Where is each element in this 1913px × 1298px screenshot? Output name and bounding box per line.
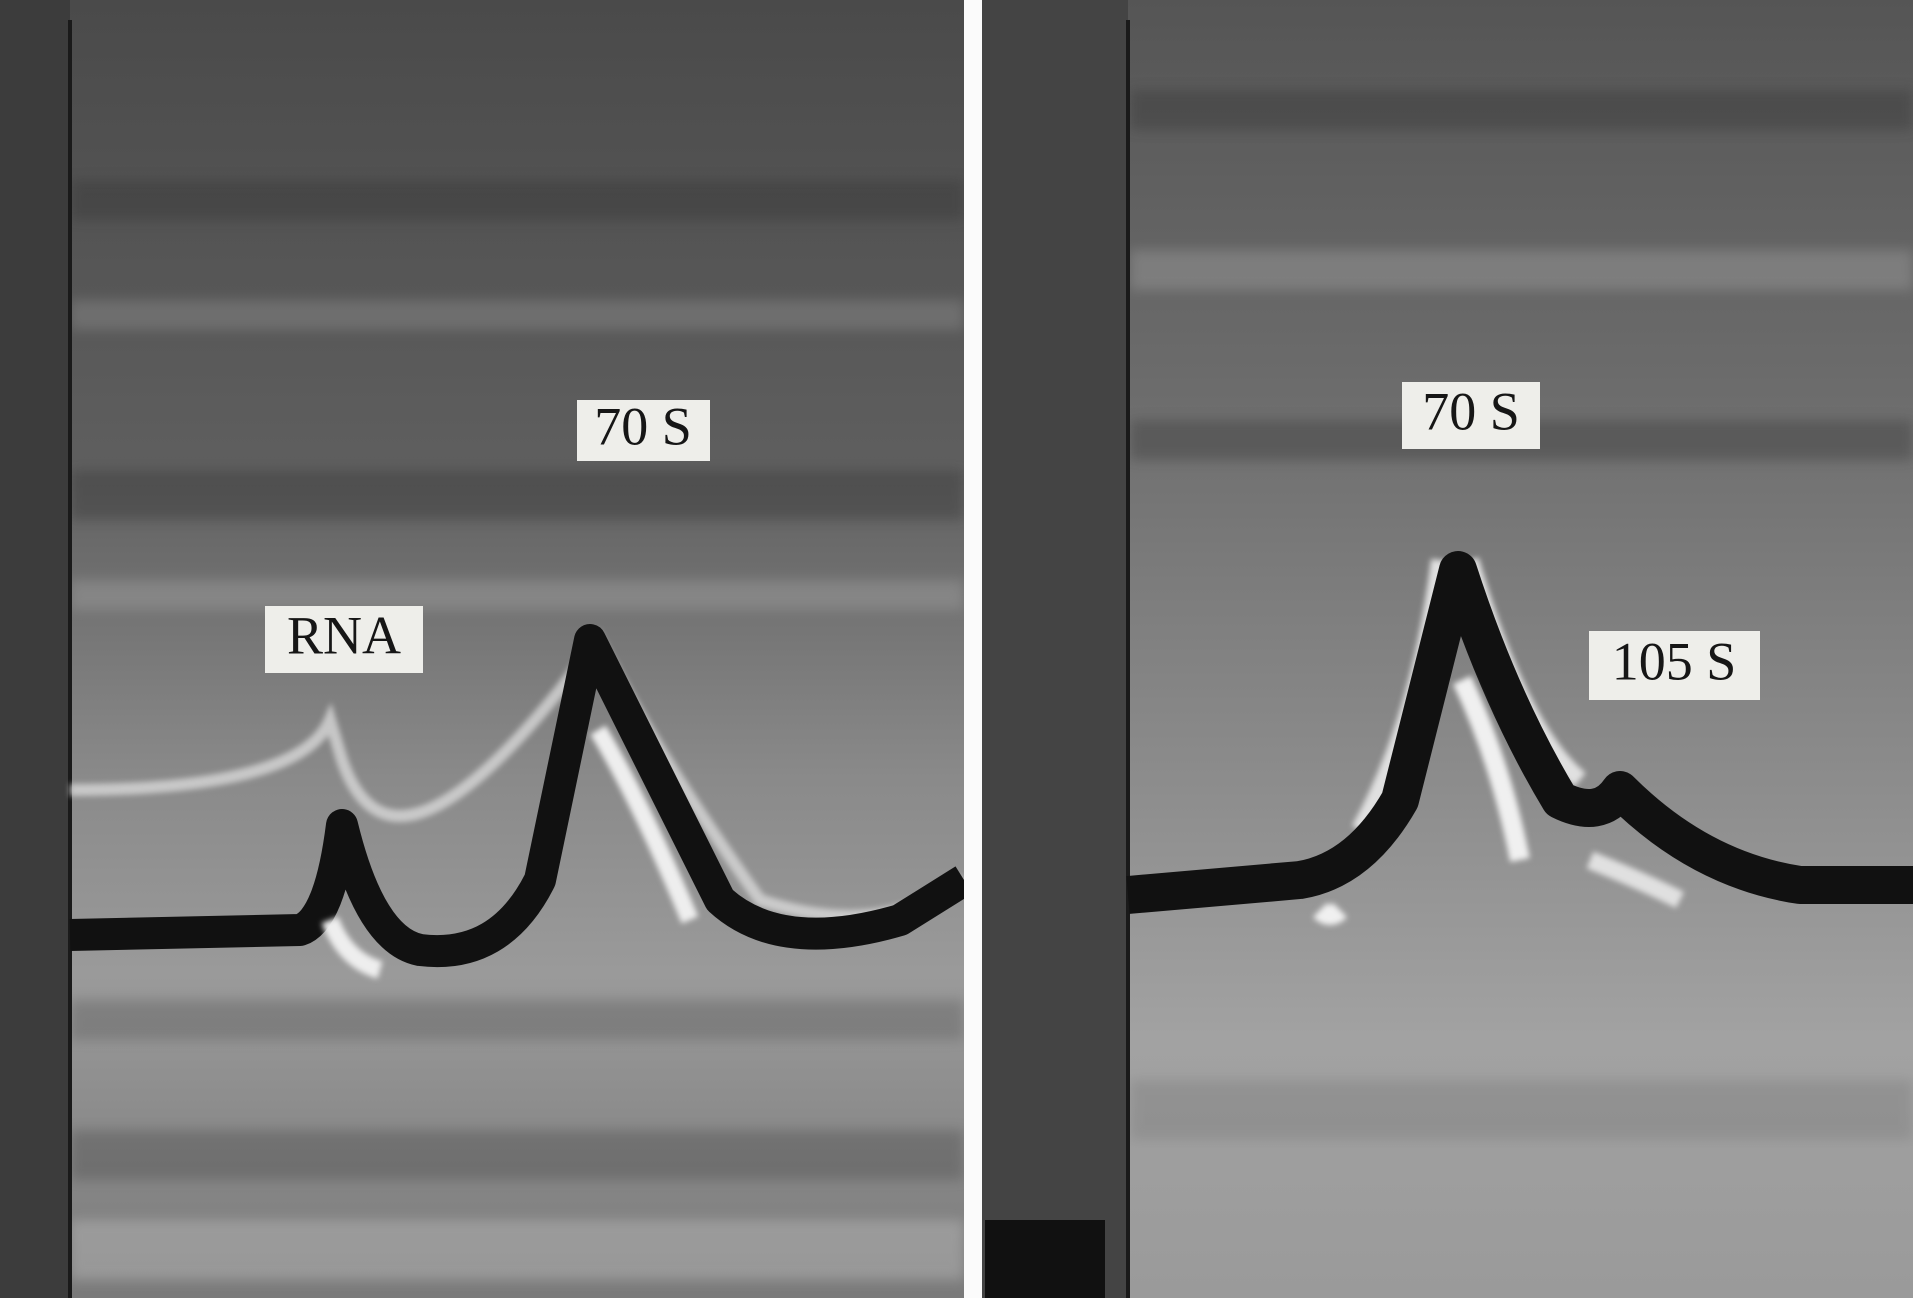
peak-label: 70 S: [1422, 381, 1520, 441]
peak-label: RNA: [287, 605, 401, 665]
highlight: [321, 725, 699, 979]
right-panel: [982, 0, 1913, 1298]
schlieren-curve: [1126, 551, 1913, 914]
edge-dark: [985, 1220, 1105, 1298]
peak-label: 105 S: [1612, 631, 1737, 691]
label-box: [577, 400, 710, 461]
highlight: [1312, 675, 1530, 925]
edge-strip: [982, 0, 1128, 1298]
label-box: [1589, 631, 1760, 700]
fringe: [69, 628, 968, 922]
divider: [964, 0, 982, 1298]
streaks: [70, 180, 964, 1280]
label-box: [1402, 382, 1540, 449]
edge-strip: [0, 0, 70, 1298]
label-box: [265, 606, 423, 673]
peak-label: 70 S: [594, 396, 692, 456]
left-panel: [0, 0, 973, 1298]
schlieren-curve: [69, 624, 973, 968]
